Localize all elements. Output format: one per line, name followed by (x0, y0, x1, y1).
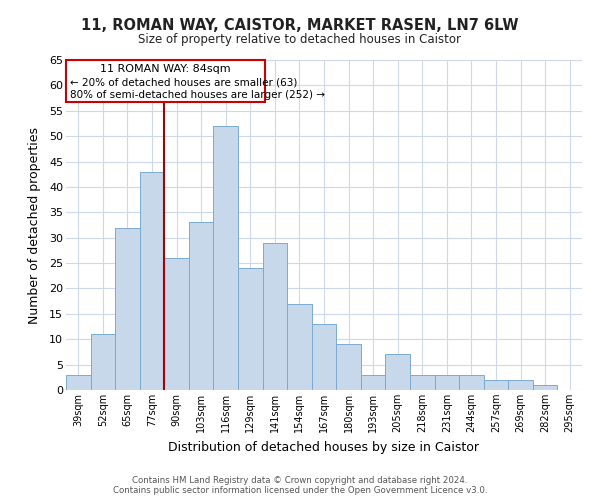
Bar (434, 375, 459, 390)
Bar (164, 258, 189, 390)
Bar (312, 324, 336, 390)
Bar (459, 375, 484, 390)
Bar (287, 304, 312, 390)
Bar (361, 375, 385, 390)
X-axis label: Distribution of detached houses by size in Caistor: Distribution of detached houses by size … (169, 440, 479, 454)
Text: 11 ROMAN WAY: 84sqm: 11 ROMAN WAY: 84sqm (100, 64, 231, 74)
Bar (66, 375, 91, 390)
Text: Contains HM Land Registry data © Crown copyright and database right 2024.: Contains HM Land Registry data © Crown c… (132, 476, 468, 485)
Bar (140, 172, 164, 390)
Text: Size of property relative to detached houses in Caistor: Size of property relative to detached ho… (139, 32, 461, 46)
Bar (263, 243, 287, 390)
Bar (189, 222, 214, 390)
Bar (336, 344, 361, 390)
Bar (410, 375, 434, 390)
Bar (115, 228, 140, 390)
Bar (508, 380, 533, 390)
Bar (533, 385, 557, 390)
Bar (484, 380, 508, 390)
Bar (238, 268, 263, 390)
Text: Contains public sector information licensed under the Open Government Licence v3: Contains public sector information licen… (113, 486, 487, 495)
Bar (214, 126, 238, 390)
Bar (385, 354, 410, 390)
Text: 11, ROMAN WAY, CAISTOR, MARKET RASEN, LN7 6LW: 11, ROMAN WAY, CAISTOR, MARKET RASEN, LN… (81, 18, 519, 32)
Bar (91, 334, 115, 390)
Y-axis label: Number of detached properties: Number of detached properties (28, 126, 41, 324)
Text: 80% of semi-detached houses are larger (252) →: 80% of semi-detached houses are larger (… (70, 90, 325, 100)
Text: ← 20% of detached houses are smaller (63): ← 20% of detached houses are smaller (63… (70, 77, 298, 87)
FancyBboxPatch shape (67, 60, 265, 102)
